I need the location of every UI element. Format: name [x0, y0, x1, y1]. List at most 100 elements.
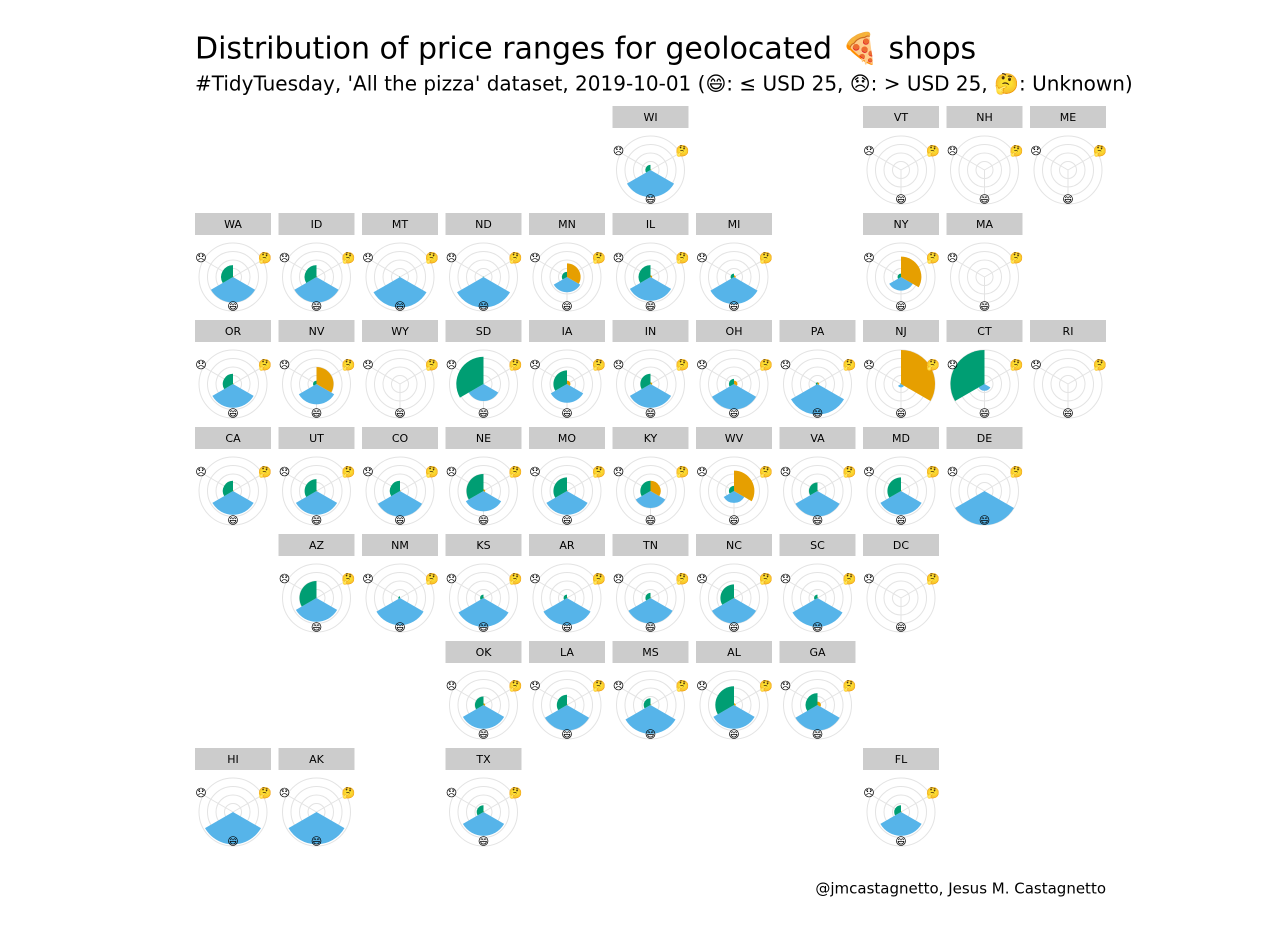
axis-emoji: 🤔 [1093, 359, 1107, 372]
facet-label: DE [977, 432, 992, 445]
axis-emoji: 😞 [195, 466, 206, 479]
wedge [713, 705, 755, 729]
wedge [550, 384, 584, 403]
grid-spoke [453, 259, 484, 278]
wedge [640, 373, 651, 390]
axis-emoji: 🤔 [843, 573, 857, 586]
facet-label: NV [309, 325, 325, 338]
grid-spoke [566, 366, 597, 385]
axis-emoji: 😄 [394, 407, 405, 420]
wedge [650, 704, 652, 706]
axis-emoji: 😄 [979, 407, 990, 420]
facet-panel: NE 😄 😞 🤔 [445, 427, 522, 527]
axis-emoji: 🤔 [676, 252, 690, 265]
wedge [399, 276, 400, 278]
axis-emoji: 😄 [645, 300, 656, 313]
facet-panel: AR 😄 😞 🤔 [529, 534, 606, 634]
axis-emoji: 🤔 [592, 680, 606, 693]
wedge [567, 380, 571, 386]
facet-strip [362, 213, 438, 235]
facet-label: IA [562, 325, 573, 338]
axis-emoji: 🤔 [258, 466, 272, 479]
facet-panel: DE 😄 😞 🤔 [946, 427, 1023, 527]
grid-spoke [650, 580, 681, 599]
facet-strip [946, 106, 1023, 128]
axis-emoji: 🤔 [676, 573, 690, 586]
axis-emoji: 🤔 [342, 252, 356, 265]
axis-emoji: 🤔 [759, 466, 773, 479]
facet-label: RI [1063, 325, 1074, 338]
wedge [480, 594, 484, 600]
wedge [462, 705, 505, 729]
axis-emoji: 😞 [1030, 359, 1041, 372]
axis-emoji: 😄 [645, 407, 656, 420]
facet-panel: OK 😄 😞 🤔 [445, 641, 522, 741]
wedge [295, 598, 338, 622]
wedge [900, 383, 901, 385]
axis-emoji: 😄 [728, 728, 739, 741]
axis-emoji: 🤔 [926, 145, 940, 158]
axis-emoji: 😄 [311, 835, 322, 848]
axis-emoji: 😞 [696, 359, 707, 372]
axis-emoji: 🤔 [258, 359, 272, 372]
facet-label: MA [976, 218, 993, 231]
facet-label: OR [225, 325, 242, 338]
wedge [730, 273, 734, 279]
grid-spoke [316, 580, 347, 599]
facet-panel: ID 😄 😞 🤔 [278, 213, 356, 313]
axis-emoji: 🤔 [342, 466, 356, 479]
wedge [398, 596, 400, 599]
axis-emoji: 🤔 [759, 252, 773, 265]
facet-strip [445, 748, 522, 770]
facet-panel: NV 😄 😞 🤔 [278, 320, 355, 420]
axis-emoji: 🤔 [1010, 359, 1024, 372]
axis-emoji: 😄 [895, 835, 906, 848]
axis-emoji: 😞 [863, 787, 874, 800]
wedge [377, 491, 423, 517]
facet-strip [696, 213, 772, 235]
facet-label: LA [560, 646, 574, 659]
facet-panel: AK 😄 😞 🤔 [278, 748, 355, 848]
facet-panel: PA 😄 😞 🤔 [779, 320, 856, 420]
grid-spoke [871, 580, 902, 599]
wedge [640, 480, 651, 497]
axis-emoji: 😞 [863, 252, 874, 265]
grid-spoke [984, 473, 1015, 492]
facet-strip [612, 106, 689, 128]
grid-spoke [566, 580, 597, 599]
wedge [710, 277, 758, 305]
grid-spoke [1067, 152, 1098, 171]
wedge [809, 482, 818, 496]
wedge [304, 479, 317, 497]
wedge [233, 276, 234, 278]
facet-panel: TN 😄 😞 🤔 [612, 534, 690, 634]
facet-label: AK [309, 753, 325, 766]
wedge [233, 490, 234, 492]
axis-emoji: 😞 [446, 680, 457, 693]
facet-strip [278, 748, 355, 770]
axis-emoji: 😞 [195, 787, 206, 800]
wedge [458, 598, 509, 627]
wedge [483, 597, 485, 599]
grid-spoke [954, 473, 985, 492]
facet-strip [779, 320, 856, 342]
axis-emoji: 😞 [613, 466, 624, 479]
axis-emoji: 🤔 [425, 252, 439, 265]
axis-emoji: 😞 [947, 359, 958, 372]
facet-strip [445, 534, 522, 556]
wedge [556, 694, 567, 711]
wedge [456, 356, 484, 398]
wedge [645, 592, 651, 601]
facet-strip [362, 427, 438, 449]
facet-strip [612, 534, 689, 556]
axis-emoji: 😄 [561, 728, 572, 741]
axis-emoji: 😄 [728, 514, 739, 527]
wedge [210, 277, 256, 303]
facet-panel: MO 😄 😞 🤔 [529, 427, 606, 527]
grid-spoke [704, 473, 735, 492]
wedge [880, 812, 922, 836]
wedge [734, 703, 736, 706]
facet-panel: MN 😄 😞 🤔 [529, 213, 606, 313]
facet-strip [863, 106, 939, 128]
